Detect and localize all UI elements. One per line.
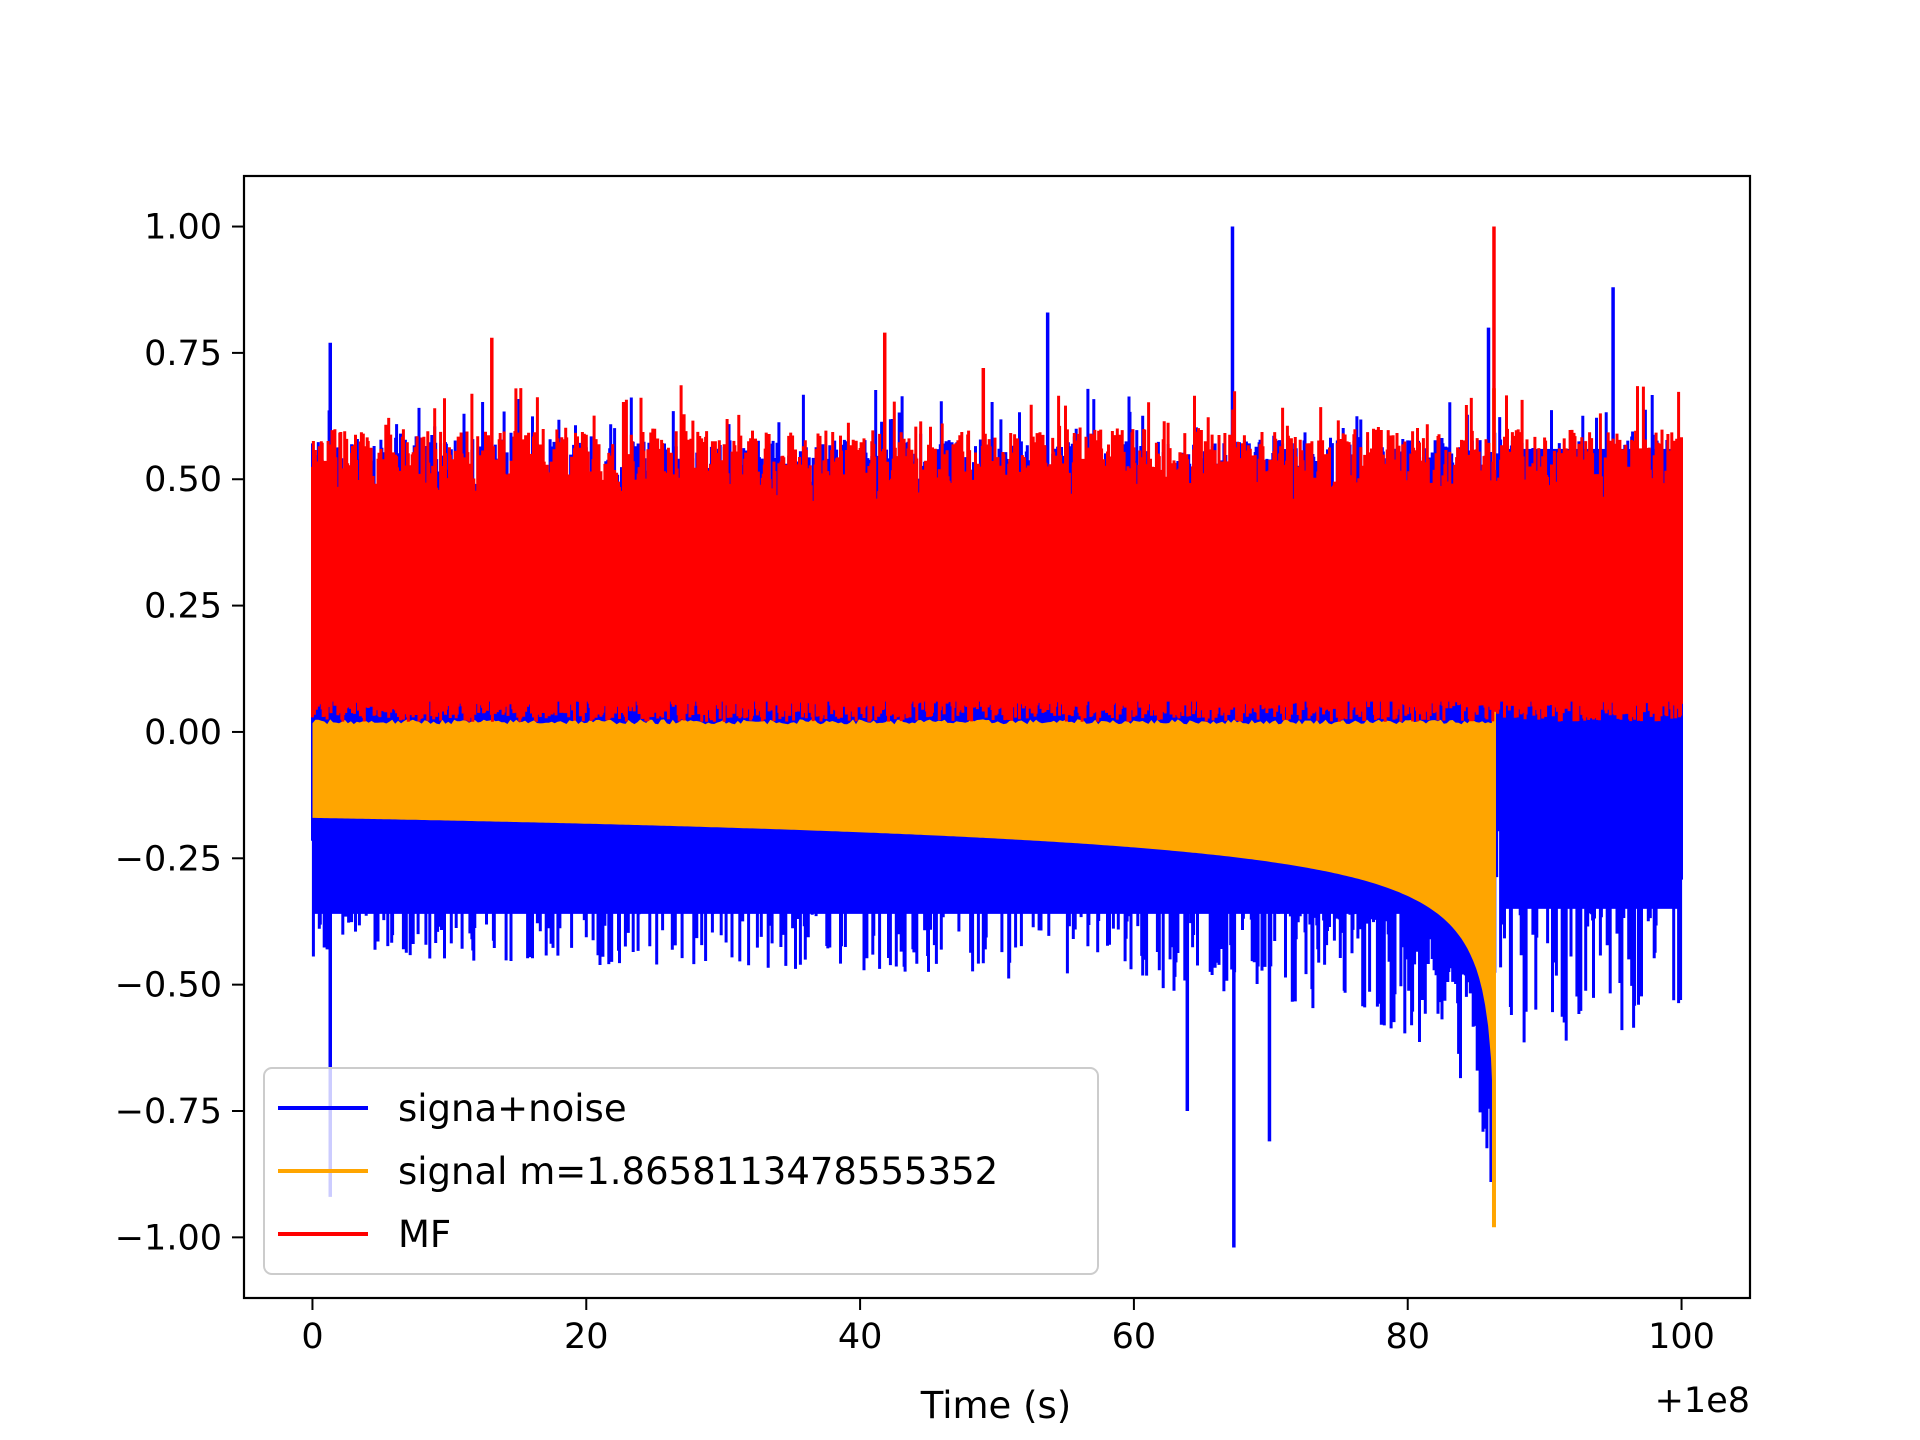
x-tick-label: 60 — [1112, 1317, 1157, 1357]
x-offset-label: +1e8 — [1655, 1381, 1750, 1421]
y-tick-label: 0.75 — [144, 334, 222, 374]
x-tick-label: 0 — [301, 1317, 323, 1357]
x-axis: 0 20 40 60 80 100 — [301, 1298, 1715, 1357]
y-tick-label: −1.00 — [115, 1218, 222, 1258]
legend-label-mf: MF — [398, 1213, 451, 1256]
x-axis-label: Time (s) — [920, 1384, 1071, 1427]
series-signal — [312, 719, 1494, 1124]
y-tick-label: −0.50 — [115, 966, 222, 1006]
legend-label-signal-noise: signa+noise — [398, 1087, 627, 1130]
y-tick-label: 1.00 — [144, 208, 222, 248]
legend-label-signal: signal m=1.8658113478555352 — [398, 1150, 998, 1193]
legend: signa+noise signal m=1.8658113478555352 … — [263, 1067, 1099, 1275]
y-axis: 1.00 0.75 0.50 0.25 0.00 −0.25 −0.50 −0.75 −1.00 — [115, 208, 244, 1258]
x-tick-label: 80 — [1385, 1317, 1430, 1357]
y-tick-label: −0.75 — [115, 1092, 222, 1132]
axes-frame — [242, 174, 1752, 1300]
plot-area — [311, 226, 1683, 1248]
y-tick-label: 0.25 — [144, 587, 222, 627]
y-tick-label: −0.25 — [115, 839, 222, 879]
y-tick-label: 0.50 — [144, 460, 222, 500]
legend-box — [263, 1067, 1099, 1275]
y-tick-label: 0.00 — [144, 713, 222, 753]
x-tick-label: 20 — [564, 1317, 609, 1357]
series-mf — [311, 385, 1683, 722]
x-tick-label: 40 — [838, 1317, 883, 1357]
x-tick-label: 100 — [1648, 1317, 1715, 1357]
